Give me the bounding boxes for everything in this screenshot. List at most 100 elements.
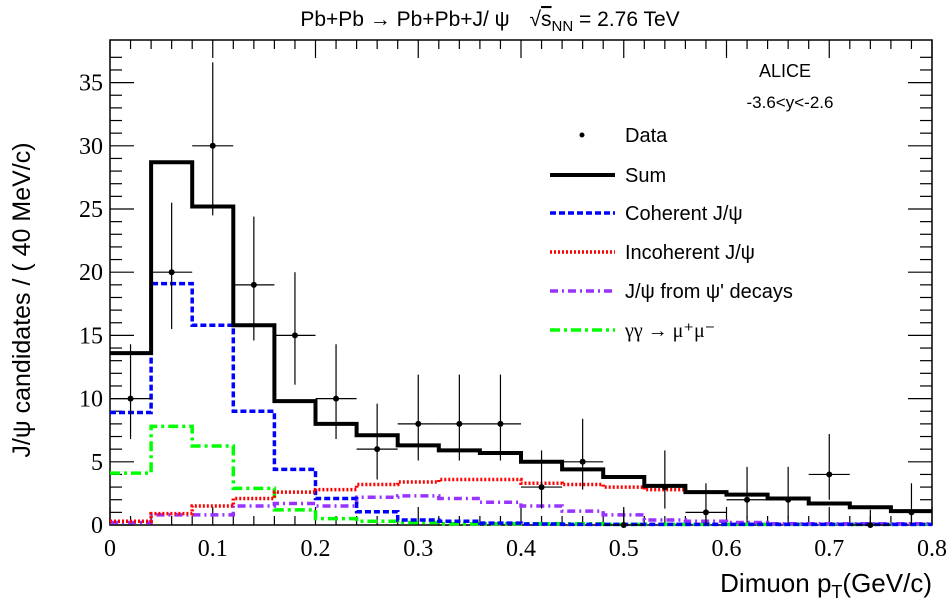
- x-tick-label: 0.2: [301, 536, 331, 562]
- histogram-bin-gammagamma: [194, 444, 231, 448]
- histogram-bin-incoherent: [318, 488, 355, 492]
- data-marker: [661, 484, 668, 491]
- x-label-main: Dimuon p: [720, 568, 831, 598]
- histogram-bin-psiprime: [276, 502, 313, 506]
- data-point: [479, 374, 521, 461]
- y-tick-label: 35: [79, 71, 103, 97]
- legend-marker-data: [579, 132, 585, 138]
- histogram-bin-incoherent: [112, 519, 149, 523]
- data-point: [192, 62, 234, 216]
- y-tick-label: 10: [79, 387, 103, 413]
- data-point: [603, 509, 645, 528]
- histogram-bin-gammagamma: [112, 471, 149, 475]
- x-tick-label: 0: [104, 536, 116, 562]
- data-point: [685, 483, 727, 525]
- x-tick-label: 0.4: [506, 536, 536, 562]
- legend-label-coherent: Coherent J/ψ: [625, 203, 743, 225]
- histogram-bin-coherent: [646, 522, 683, 526]
- chart-title: Pb+Pb → Pb+Pb+J/ ψ √sNN = 2.76 TeV: [300, 8, 679, 36]
- data-marker: [333, 395, 340, 402]
- y-tick-label: 30: [79, 134, 103, 160]
- histogram-bin-psiprime: [646, 518, 683, 522]
- x-label-sub: T: [831, 582, 842, 602]
- title-sqrt: √: [530, 8, 542, 31]
- data-marker: [826, 471, 833, 478]
- histogram-bin-incoherent: [400, 480, 437, 484]
- histogram-bin-psiprime: [318, 504, 355, 508]
- histogram-bin-coherent: [482, 521, 519, 525]
- data-points: [110, 62, 932, 528]
- data-point: [849, 509, 891, 528]
- histogram-bin-coherent: [523, 522, 560, 526]
- histogram-sum: [110, 160, 932, 514]
- x-tick-label: 0.8: [917, 536, 947, 562]
- histogram-bin-coherent: [276, 467, 313, 471]
- histogram-bin-coherent: [770, 522, 807, 526]
- data-marker: [538, 484, 545, 491]
- histogram-bin-incoherent: [235, 496, 272, 500]
- histogram-bin-sum: [852, 505, 889, 509]
- histogram-bin-incoherent: [441, 477, 478, 481]
- histogram-bin-incoherent: [276, 490, 313, 494]
- histogram-bin-psiprime: [400, 494, 437, 498]
- y-tick-label: 15: [79, 323, 103, 349]
- histogram-bin-gammagamma: [318, 517, 355, 521]
- histogram-bin-coherent: [318, 496, 355, 500]
- histogram-bin-coherent: [359, 510, 396, 514]
- data-marker: [127, 395, 134, 402]
- data-point: [110, 344, 152, 440]
- histogram-bin-coherent: [729, 522, 766, 526]
- data-point: [644, 450, 686, 509]
- data-point: [315, 344, 357, 440]
- data-marker: [456, 420, 463, 427]
- legend-label-data: Data: [625, 125, 668, 147]
- histogram-bin-psiprime: [194, 513, 231, 517]
- x-label-unit: (GeV/c): [842, 568, 932, 598]
- data-point: [808, 433, 850, 500]
- histogram-bin-coherent: [811, 522, 848, 526]
- data-marker: [620, 522, 627, 528]
- histogram-bin-sum: [605, 475, 642, 479]
- data-point: [767, 466, 809, 519]
- histogram-gammagamma: [110, 424, 932, 527]
- data-point: [726, 466, 768, 519]
- histogram-bin-psiprime: [235, 504, 272, 508]
- title-right: = 2.76 TeV: [579, 8, 680, 31]
- data-marker: [374, 446, 381, 453]
- data-point: [151, 202, 193, 330]
- histogram-bin-gammagamma: [153, 424, 190, 428]
- data-point: [890, 483, 932, 525]
- histogram-bin-sum: [153, 160, 190, 164]
- axis-ticks: [109, 40, 933, 526]
- histogram-bin-psiprime: [564, 509, 601, 513]
- histogram-bin-gammagamma: [359, 519, 396, 523]
- data-marker: [785, 496, 792, 503]
- histogram-bin-coherent: [441, 519, 478, 523]
- alice-label: ALICE: [759, 61, 811, 81]
- histogram-bin-incoherent: [359, 483, 396, 487]
- x-tick-label: 0.6: [712, 536, 742, 562]
- histogram-bin-coherent: [400, 518, 437, 522]
- histogram-coherent: [110, 281, 932, 527]
- x-tick-label: 0.3: [403, 536, 433, 562]
- y-tick-label: 20: [79, 260, 103, 286]
- x-tick-label: 0.1: [198, 536, 228, 562]
- data-marker: [209, 142, 216, 149]
- histograms: [110, 160, 932, 527]
- data-marker: [867, 522, 874, 528]
- histogram-bin-incoherent: [153, 512, 190, 516]
- legend-label-sum: Sum: [625, 165, 666, 187]
- y-tick-label: 25: [79, 197, 103, 223]
- histogram-bin-coherent: [564, 522, 601, 526]
- data-marker: [702, 509, 709, 516]
- histogram-bin-gammagamma: [235, 486, 272, 490]
- data-marker: [497, 420, 504, 427]
- histogram-bin-coherent: [235, 409, 272, 413]
- data-marker: [415, 420, 422, 427]
- histogram-bin-psiprime: [482, 500, 519, 504]
- data-marker: [579, 458, 586, 465]
- legend-label-psiprime: J/ψ from ψ' decays: [625, 281, 793, 303]
- histogram-bin-sum: [276, 399, 313, 403]
- data-point: [438, 374, 480, 461]
